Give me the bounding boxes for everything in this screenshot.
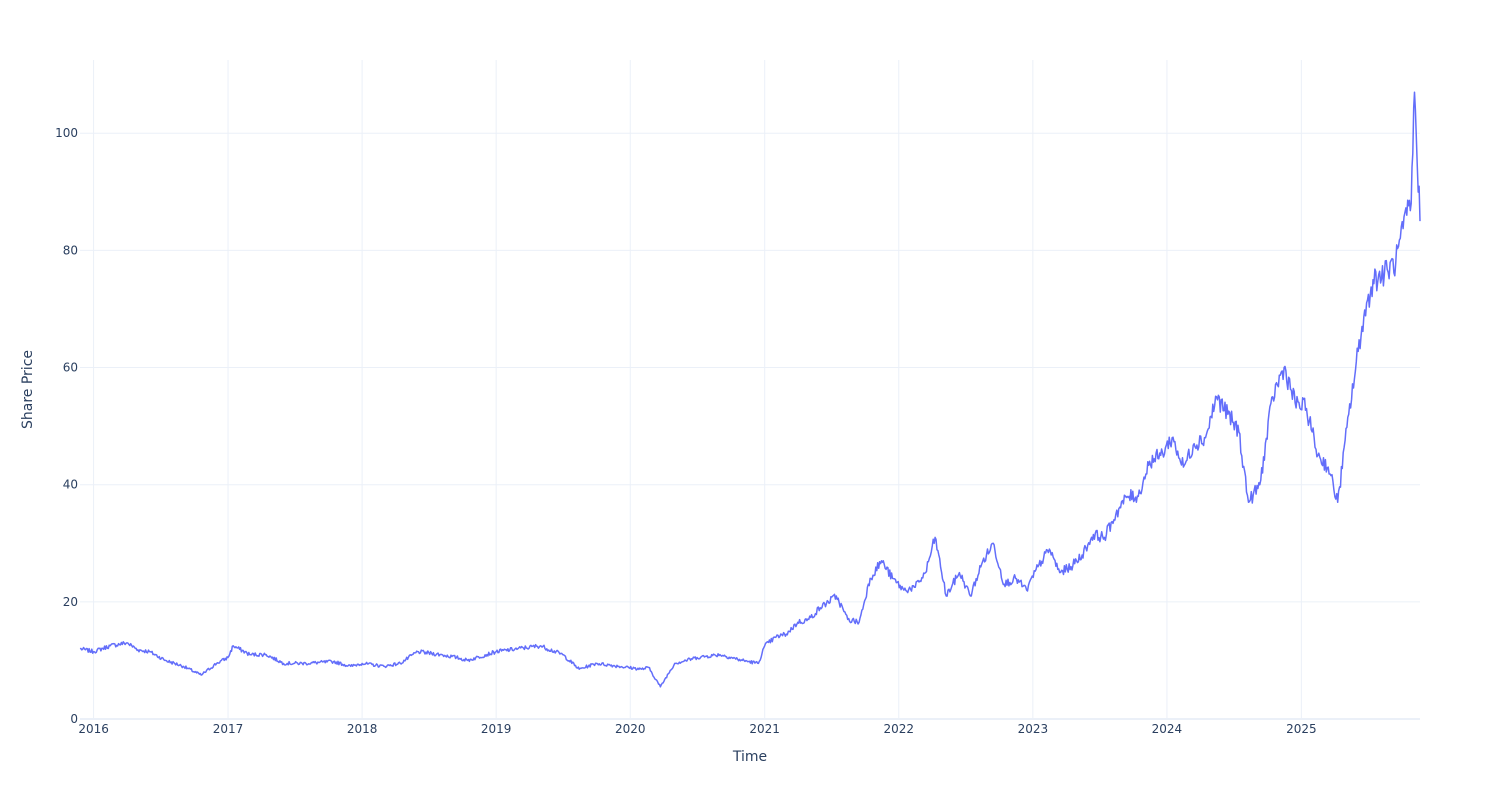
x-tick-label: 2024 — [1152, 722, 1183, 736]
y-tick-label: 20 — [63, 595, 78, 609]
x-tick-label: 2025 — [1286, 722, 1317, 736]
x-tick-label: 2022 — [883, 722, 914, 736]
x-tick-label: 2018 — [347, 722, 378, 736]
x-tick-label: 2019 — [481, 722, 512, 736]
x-tick-label: 2017 — [213, 722, 244, 736]
y-tick-label: 60 — [63, 361, 78, 375]
y-tick-label: 80 — [63, 243, 78, 257]
y-axis-title: Share Price — [20, 350, 36, 429]
x-tick-label: 2016 — [78, 722, 109, 736]
tick-layer: 2016 2017 2018 2019 2020 2021 2022 2023 2024 2025… — [55, 126, 1317, 736]
share-price-line — [79, 91, 1421, 688]
grid-layer — [80, 60, 1420, 720]
x-tick-label: 2020 — [615, 722, 646, 736]
x-tick-label: 2021 — [749, 722, 780, 736]
x-axis-title: Time — [732, 749, 767, 765]
y-tick-label: 40 — [63, 478, 78, 492]
y-tick-label: 0 — [70, 712, 78, 726]
y-tick-label: 100 — [55, 126, 78, 140]
x-tick-label: 2023 — [1018, 722, 1049, 736]
series-layer — [79, 91, 1421, 688]
